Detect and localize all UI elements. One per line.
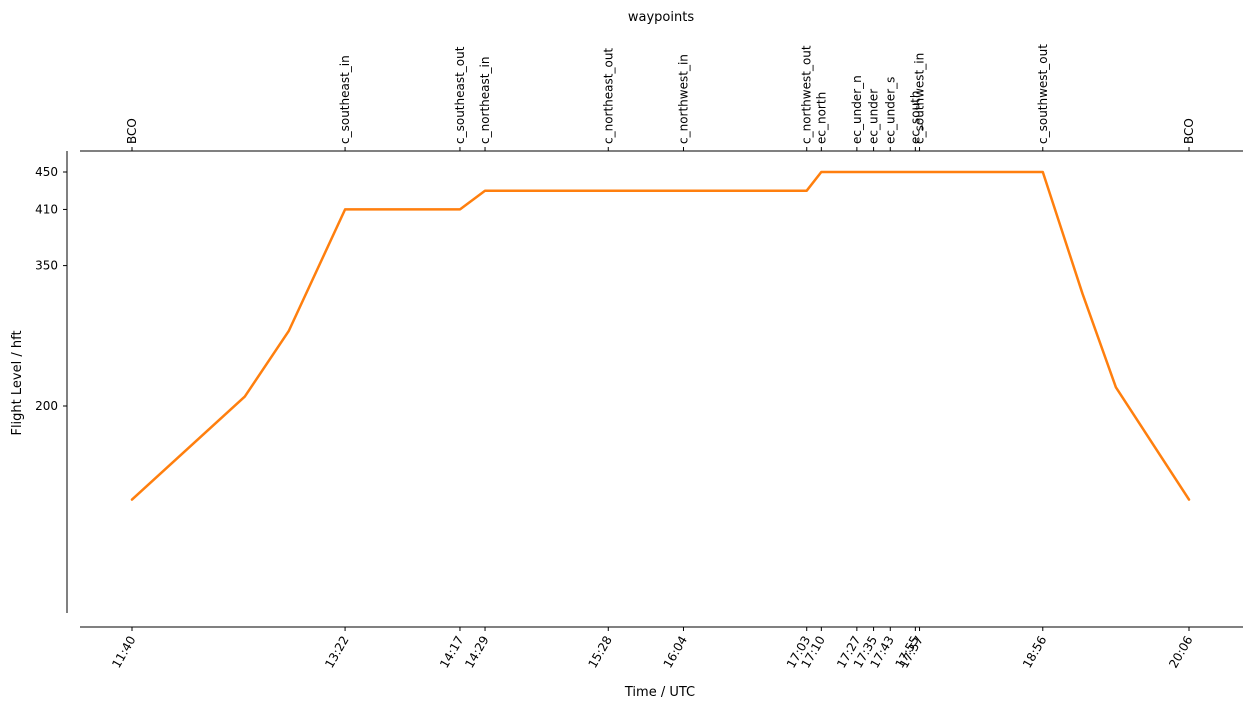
waypoint-label: ec_under_s: [883, 77, 897, 144]
waypoint-label: c_northwest_out: [800, 45, 814, 144]
y-tick-label: 350: [35, 259, 58, 273]
x-tick-label: 16:04: [661, 634, 690, 671]
x-tick-label: 20:06: [1166, 634, 1195, 671]
waypoint-label: c_southeast_out: [453, 46, 467, 144]
y-ticks: 200 350 410 450: [35, 165, 67, 413]
waypoint-label: c_southwest_out: [1036, 44, 1050, 144]
waypoint-label: ec_north: [814, 92, 828, 144]
waypoint-label: c_northeast_out: [601, 48, 615, 144]
axes: [66, 150, 1243, 628]
x-tick-label: 18:56: [1020, 634, 1049, 671]
waypoint-label: c_northeast_in: [478, 57, 492, 144]
waypoint-label: BCO: [1182, 118, 1196, 144]
x-tick-label: 14:17: [437, 634, 466, 671]
waypoint-label: ec_south: [908, 91, 922, 145]
y-tick-label: 410: [35, 202, 58, 216]
x-tick-label: 15:28: [585, 634, 614, 671]
waypoint-label: ec_under: [867, 89, 881, 144]
y-axis-label: Flight Level / hft: [10, 330, 25, 435]
x-tick-label: 14:29: [462, 634, 491, 671]
x-tick-label: 13:22: [322, 634, 351, 671]
x-tick-label: 11:40: [109, 634, 138, 671]
y-tick-label: 450: [35, 165, 58, 179]
flight-level-series-line: [130, 170, 1191, 501]
series: [130, 170, 1191, 501]
waypoint-label: ec_under_n: [850, 75, 864, 144]
waypoint-label: c_southeast_in: [338, 55, 352, 144]
waypoint-label: c_southwest_in: [913, 53, 927, 144]
waypoint-label: BCO: [125, 118, 139, 144]
top-axis-label: waypoints: [628, 10, 694, 25]
y-tick-label: 200: [35, 399, 58, 413]
x-axis-label: Time / UTC: [624, 685, 695, 700]
waypoint-label: c_northwest_in: [676, 54, 690, 144]
waypoint-ticks: BCO c_southeast_in c_southeast_out c_northe…: [125, 44, 1196, 151]
